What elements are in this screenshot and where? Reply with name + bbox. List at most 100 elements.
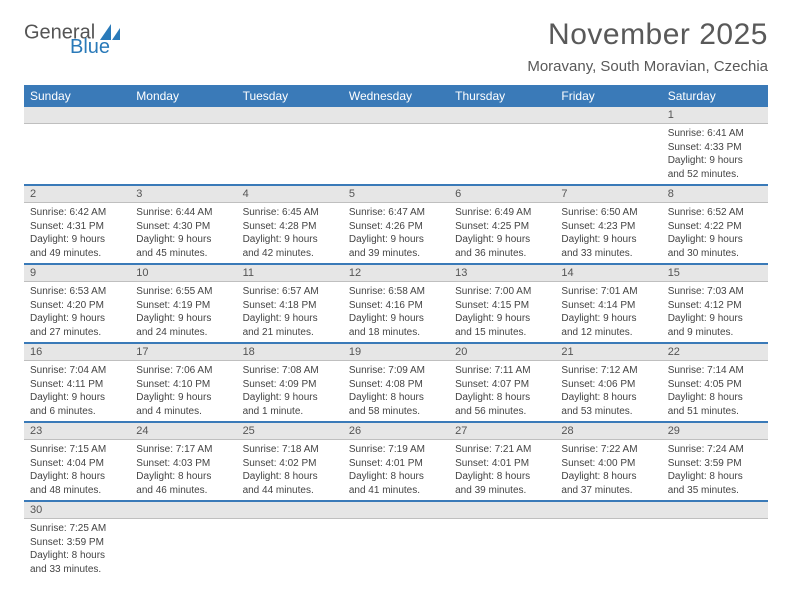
sunrise-text: Sunrise: 7:06 AM [136, 364, 230, 378]
day-number-cell: 15 [662, 264, 768, 282]
day-detail-cell: Sunrise: 7:25 AMSunset: 3:59 PMDaylight:… [24, 519, 130, 580]
daylight-text: and 48 minutes. [30, 484, 124, 498]
day-detail-cell [130, 519, 236, 580]
day-detail-cell: Sunrise: 6:42 AMSunset: 4:31 PMDaylight:… [24, 203, 130, 265]
daylight-text: Daylight: 9 hours [136, 312, 230, 326]
day-detail-cell [449, 124, 555, 186]
day-number-cell: 25 [237, 422, 343, 440]
day-number-cell: 18 [237, 343, 343, 361]
day-detail-row: Sunrise: 6:42 AMSunset: 4:31 PMDaylight:… [24, 203, 768, 265]
daylight-text: Daylight: 9 hours [668, 233, 762, 247]
sunrise-text: Sunrise: 7:14 AM [668, 364, 762, 378]
sunset-text: Sunset: 4:33 PM [668, 141, 762, 155]
day-number-cell: 24 [130, 422, 236, 440]
day-number-cell: 17 [130, 343, 236, 361]
weekday-header: Wednesday [343, 85, 449, 107]
day-detail-cell: Sunrise: 7:04 AMSunset: 4:11 PMDaylight:… [24, 361, 130, 423]
sunset-text: Sunset: 4:14 PM [561, 299, 655, 313]
header: General Blue November 2025 Moravany, Sou… [24, 18, 768, 75]
day-detail-cell: Sunrise: 6:45 AMSunset: 4:28 PMDaylight:… [237, 203, 343, 265]
day-number-cell: 6 [449, 185, 555, 203]
sunrise-text: Sunrise: 6:58 AM [349, 285, 443, 299]
day-number-row: 2345678 [24, 185, 768, 203]
daylight-text: and 9 minutes. [668, 326, 762, 340]
day-detail-cell: Sunrise: 6:44 AMSunset: 4:30 PMDaylight:… [130, 203, 236, 265]
day-detail-cell [237, 519, 343, 580]
day-detail-cell: Sunrise: 7:24 AMSunset: 3:59 PMDaylight:… [662, 440, 768, 502]
daylight-text: Daylight: 8 hours [243, 470, 337, 484]
day-number-cell [555, 107, 661, 124]
calendar-table: Sunday Monday Tuesday Wednesday Thursday… [24, 85, 768, 579]
day-detail-cell [343, 124, 449, 186]
day-detail-cell: Sunrise: 7:15 AMSunset: 4:04 PMDaylight:… [24, 440, 130, 502]
day-detail-cell [237, 124, 343, 186]
day-number-cell: 28 [555, 422, 661, 440]
day-detail-cell: Sunrise: 6:55 AMSunset: 4:19 PMDaylight:… [130, 282, 236, 344]
weekday-header: Monday [130, 85, 236, 107]
daylight-text: and 30 minutes. [668, 247, 762, 261]
daylight-text: Daylight: 9 hours [455, 312, 549, 326]
sunset-text: Sunset: 4:10 PM [136, 378, 230, 392]
weekday-header: Saturday [662, 85, 768, 107]
sunrise-text: Sunrise: 6:41 AM [668, 127, 762, 141]
day-number-row: 1 [24, 107, 768, 124]
sunset-text: Sunset: 4:03 PM [136, 457, 230, 471]
sunrise-text: Sunrise: 6:50 AM [561, 206, 655, 220]
day-detail-cell: Sunrise: 6:47 AMSunset: 4:26 PMDaylight:… [343, 203, 449, 265]
sunset-text: Sunset: 4:05 PM [668, 378, 762, 392]
daylight-text: Daylight: 9 hours [455, 233, 549, 247]
sunrise-text: Sunrise: 7:24 AM [668, 443, 762, 457]
day-detail-cell: Sunrise: 7:18 AMSunset: 4:02 PMDaylight:… [237, 440, 343, 502]
day-detail-cell: Sunrise: 7:00 AMSunset: 4:15 PMDaylight:… [449, 282, 555, 344]
sunrise-text: Sunrise: 7:17 AM [136, 443, 230, 457]
day-number-cell [449, 107, 555, 124]
daylight-text: and 52 minutes. [668, 168, 762, 182]
daylight-text: and 44 minutes. [243, 484, 337, 498]
sunset-text: Sunset: 4:28 PM [243, 220, 337, 234]
sunset-text: Sunset: 4:18 PM [243, 299, 337, 313]
sunrise-text: Sunrise: 7:19 AM [349, 443, 443, 457]
daylight-text: Daylight: 8 hours [349, 470, 443, 484]
weekday-header: Thursday [449, 85, 555, 107]
day-number-cell [343, 501, 449, 519]
daylight-text: and 56 minutes. [455, 405, 549, 419]
day-number-row: 23242526272829 [24, 422, 768, 440]
day-number-cell: 11 [237, 264, 343, 282]
weekday-header: Sunday [24, 85, 130, 107]
daylight-text: and 4 minutes. [136, 405, 230, 419]
day-number-cell: 27 [449, 422, 555, 440]
sunrise-text: Sunrise: 6:45 AM [243, 206, 337, 220]
day-detail-cell: Sunrise: 7:22 AMSunset: 4:00 PMDaylight:… [555, 440, 661, 502]
day-detail-row: Sunrise: 7:15 AMSunset: 4:04 PMDaylight:… [24, 440, 768, 502]
day-detail-row: Sunrise: 6:53 AMSunset: 4:20 PMDaylight:… [24, 282, 768, 344]
sunrise-text: Sunrise: 7:21 AM [455, 443, 549, 457]
sunrise-text: Sunrise: 7:11 AM [455, 364, 549, 378]
day-number-cell: 12 [343, 264, 449, 282]
day-detail-cell: Sunrise: 7:12 AMSunset: 4:06 PMDaylight:… [555, 361, 661, 423]
sunrise-text: Sunrise: 6:53 AM [30, 285, 124, 299]
day-number-cell: 29 [662, 422, 768, 440]
daylight-text: Daylight: 8 hours [561, 470, 655, 484]
title-block: November 2025 Moravany, South Moravian, … [527, 18, 768, 75]
day-number-cell [237, 107, 343, 124]
day-detail-cell: Sunrise: 6:50 AMSunset: 4:23 PMDaylight:… [555, 203, 661, 265]
sunrise-text: Sunrise: 6:49 AM [455, 206, 549, 220]
sunset-text: Sunset: 4:16 PM [349, 299, 443, 313]
sunset-text: Sunset: 3:59 PM [30, 536, 124, 550]
sunset-text: Sunset: 4:11 PM [30, 378, 124, 392]
day-detail-cell: Sunrise: 7:06 AMSunset: 4:10 PMDaylight:… [130, 361, 236, 423]
day-number-cell [449, 501, 555, 519]
sunset-text: Sunset: 4:25 PM [455, 220, 549, 234]
day-number-cell: 19 [343, 343, 449, 361]
daylight-text: Daylight: 9 hours [349, 233, 443, 247]
sunset-text: Sunset: 4:30 PM [136, 220, 230, 234]
day-number-cell: 14 [555, 264, 661, 282]
sunrise-text: Sunrise: 7:25 AM [30, 522, 124, 536]
sunset-text: Sunset: 4:12 PM [668, 299, 762, 313]
day-detail-cell: Sunrise: 7:21 AMSunset: 4:01 PMDaylight:… [449, 440, 555, 502]
daylight-text: and 21 minutes. [243, 326, 337, 340]
daylight-text: Daylight: 8 hours [668, 470, 762, 484]
daylight-text: Daylight: 9 hours [243, 391, 337, 405]
daylight-text: and 15 minutes. [455, 326, 549, 340]
day-number-cell [130, 501, 236, 519]
